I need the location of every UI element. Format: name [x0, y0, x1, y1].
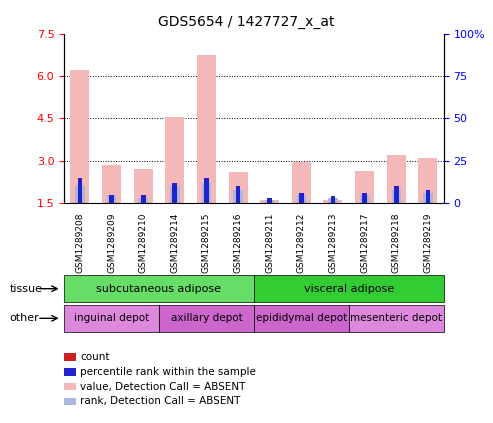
Bar: [391, 190, 401, 203]
Bar: [260, 200, 279, 203]
Bar: [267, 200, 272, 203]
Bar: [323, 200, 343, 203]
Bar: [423, 193, 433, 203]
Bar: [425, 200, 430, 203]
Text: axillary depot: axillary depot: [171, 313, 243, 323]
Bar: [331, 200, 335, 203]
Bar: [299, 200, 304, 203]
Bar: [202, 183, 211, 203]
Bar: [107, 195, 116, 203]
Bar: [165, 117, 184, 203]
Bar: [355, 170, 374, 203]
Bar: [265, 200, 275, 203]
Bar: [425, 190, 430, 203]
Bar: [360, 195, 369, 203]
Bar: [70, 71, 89, 203]
Bar: [394, 186, 399, 203]
Bar: [419, 158, 437, 203]
Bar: [229, 172, 247, 203]
Text: rank, Detection Call = ABSENT: rank, Detection Call = ABSENT: [80, 396, 241, 407]
Bar: [75, 186, 85, 203]
Bar: [236, 186, 241, 203]
Bar: [387, 155, 406, 203]
Bar: [292, 162, 311, 203]
Bar: [141, 200, 145, 203]
Bar: [394, 199, 399, 203]
Bar: [197, 55, 216, 203]
Text: other: other: [10, 313, 39, 323]
Bar: [170, 186, 179, 203]
Bar: [204, 198, 209, 203]
Bar: [233, 190, 243, 203]
Bar: [236, 200, 241, 203]
Bar: [141, 195, 145, 203]
Text: percentile rank within the sample: percentile rank within the sample: [80, 367, 256, 377]
Text: tissue: tissue: [10, 284, 43, 294]
Text: GDS5654 / 1427727_x_at: GDS5654 / 1427727_x_at: [158, 15, 335, 29]
Text: count: count: [80, 352, 110, 362]
Bar: [109, 200, 114, 203]
Bar: [331, 196, 335, 203]
Text: subcutaneous adipose: subcutaneous adipose: [97, 284, 221, 294]
Bar: [173, 183, 177, 203]
Text: value, Detection Call = ABSENT: value, Detection Call = ABSENT: [80, 382, 246, 392]
Bar: [139, 198, 148, 203]
Text: visceral adipose: visceral adipose: [304, 284, 394, 294]
Bar: [267, 198, 272, 203]
Bar: [77, 178, 82, 203]
Bar: [362, 193, 367, 203]
Bar: [102, 165, 121, 203]
Bar: [328, 198, 338, 203]
Bar: [362, 200, 367, 203]
Bar: [134, 169, 153, 203]
Text: inguinal depot: inguinal depot: [74, 313, 149, 323]
Text: epididymal depot: epididymal depot: [256, 313, 347, 323]
Bar: [109, 195, 114, 203]
Bar: [77, 198, 82, 203]
Bar: [297, 195, 306, 203]
Bar: [299, 193, 304, 203]
Text: mesenteric depot: mesenteric depot: [350, 313, 442, 323]
Bar: [173, 199, 177, 203]
Bar: [204, 178, 209, 203]
